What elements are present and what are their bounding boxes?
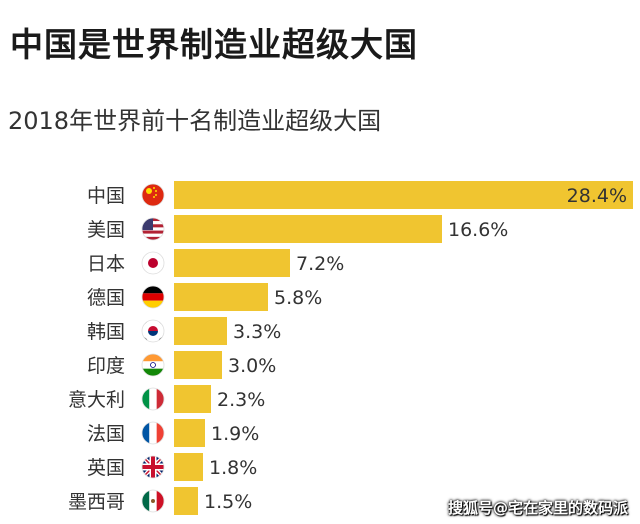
bar xyxy=(174,283,268,311)
bar xyxy=(174,317,227,345)
bar xyxy=(174,487,198,515)
watermark: 搜狐号@宅在家里的数码派 xyxy=(447,499,628,517)
data-label: 1.8% xyxy=(209,457,257,479)
category-label: 印度 xyxy=(87,355,125,377)
category-label: 韩国 xyxy=(87,321,125,343)
category-label: 日本 xyxy=(87,253,125,275)
bar xyxy=(174,351,222,379)
data-label: 1.5% xyxy=(204,491,252,513)
china-flag-icon xyxy=(141,183,165,207)
data-label: 2.3% xyxy=(217,389,265,411)
bar xyxy=(174,215,442,243)
category-label: 意大利 xyxy=(68,389,125,411)
bar xyxy=(174,181,633,209)
category-label: 德国 xyxy=(87,287,125,309)
data-label: 16.6% xyxy=(448,219,508,241)
italy-flag-icon xyxy=(141,387,165,411)
data-label: 5.8% xyxy=(274,287,322,309)
germany-flag-icon xyxy=(141,285,165,309)
mexico-flag-icon xyxy=(141,489,165,513)
france-flag-icon xyxy=(141,421,165,445)
usa-flag-icon xyxy=(141,217,165,241)
data-label: 3.0% xyxy=(228,355,276,377)
bar xyxy=(174,453,203,481)
category-label: 法国 xyxy=(87,423,125,445)
category-label: 中国 xyxy=(87,185,125,207)
chart-subtitle: 2018年世界前十名制造业超级大国 xyxy=(8,107,382,135)
india-flag-icon xyxy=(141,353,165,377)
south-korea-flag-icon xyxy=(141,319,165,343)
japan-flag-icon xyxy=(141,251,165,275)
data-label: 1.9% xyxy=(211,423,259,445)
chart-title: 中国是世界制造业超级大国 xyxy=(10,25,418,64)
category-label: 墨西哥 xyxy=(68,491,125,513)
data-label: 3.3% xyxy=(233,321,281,343)
bar xyxy=(174,249,290,277)
category-label: 美国 xyxy=(87,219,125,241)
data-label: 7.2% xyxy=(296,253,344,275)
category-label: 英国 xyxy=(87,457,125,479)
data-label: 28.4% xyxy=(567,185,627,207)
bar xyxy=(174,385,211,413)
bar xyxy=(174,419,205,447)
uk-flag-icon xyxy=(141,455,165,479)
